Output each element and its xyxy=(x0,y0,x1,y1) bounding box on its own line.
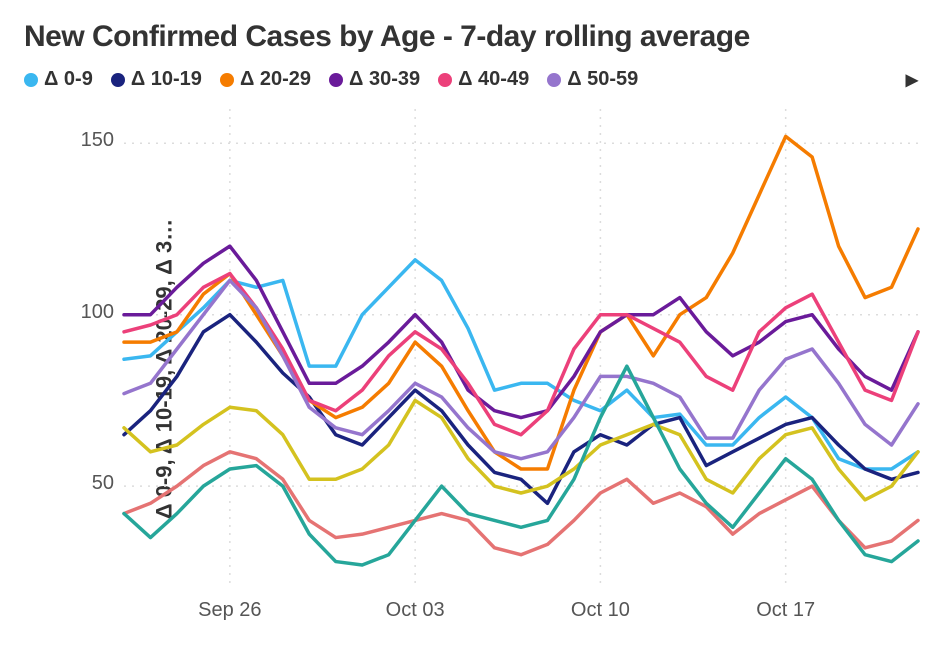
legend-dot-icon xyxy=(438,73,452,87)
legend-item-0-9[interactable]: Δ 0-9 xyxy=(24,68,93,91)
legend-label: Δ 50-59 xyxy=(567,68,638,91)
chart-area: Δ 0-9, Δ 10-19, Δ 20-29, Δ 3… 50100150Se… xyxy=(24,109,918,629)
legend-label: Δ 0-9 xyxy=(44,68,93,91)
legend-item-50-59[interactable]: Δ 50-59 xyxy=(547,68,638,91)
legend-scroll-right-icon[interactable]: ▶ xyxy=(906,70,918,90)
x-tick-label: Oct 03 xyxy=(386,599,445,622)
x-tick-label: Sep 26 xyxy=(198,599,261,622)
legend-label: Δ 30-39 xyxy=(349,68,420,91)
legend-item-30-39[interactable]: Δ 30-39 xyxy=(329,68,420,91)
y-tick-label: 50 xyxy=(54,472,114,495)
legend-dot-icon xyxy=(329,73,343,87)
series-line-30-39 xyxy=(124,246,918,417)
legend-dot-icon xyxy=(24,73,38,87)
line-chart-svg xyxy=(124,109,918,589)
x-tick-label: Oct 17 xyxy=(756,599,815,622)
legend-item-20-29[interactable]: Δ 20-29 xyxy=(220,68,311,91)
legend-dot-icon xyxy=(220,73,234,87)
legend-item-40-49[interactable]: Δ 40-49 xyxy=(438,68,529,91)
x-tick-label: Oct 10 xyxy=(571,599,630,622)
y-tick-label: 100 xyxy=(54,301,114,324)
legend-item-10-19[interactable]: Δ 10-19 xyxy=(111,68,202,91)
legend-label: Δ 10-19 xyxy=(131,68,202,91)
y-tick-label: 150 xyxy=(54,129,114,152)
series-line-60-69 xyxy=(124,400,918,499)
legend-dot-icon xyxy=(111,73,125,87)
chart-title: New Confirmed Cases by Age - 7-day rolli… xyxy=(24,20,918,54)
series-line-80p xyxy=(124,366,918,565)
legend-dot-icon xyxy=(547,73,561,87)
legend-label: Δ 20-29 xyxy=(240,68,311,91)
legend-row: Δ 0-9 Δ 10-19 Δ 20-29 Δ 30-39 Δ 40-49 Δ 50-59… xyxy=(24,68,918,91)
legend-label: Δ 40-49 xyxy=(458,68,529,91)
